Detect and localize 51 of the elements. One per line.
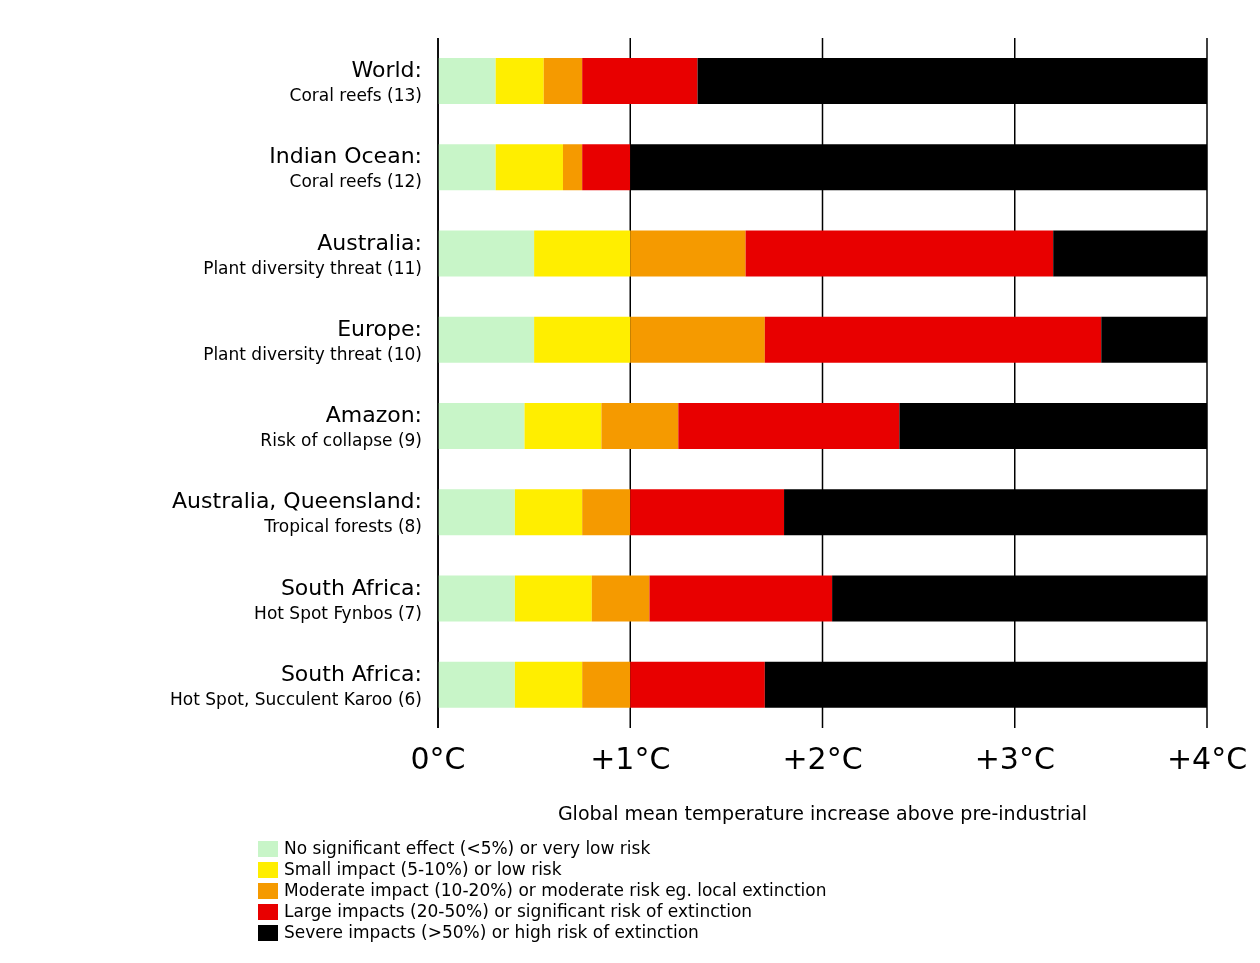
y-tick-label: Australia, Queensland: Tropical forests (8) (172, 488, 422, 537)
bar (630, 661, 765, 708)
bar (582, 144, 631, 191)
bar (438, 575, 515, 622)
bar (438, 403, 525, 449)
bar (543, 58, 583, 104)
y-tick-label: South Africa: Hot Spot, Succulent Karoo (6) (170, 660, 422, 709)
bar (495, 58, 544, 104)
legend-label: Large impacts (20-50%) or significant risk of extinction (284, 901, 753, 922)
legend-label: Moderate impact (10-20%) or moderate risk eg. local extinction (284, 880, 827, 901)
bar (438, 316, 535, 363)
y-tick-label: Amazon: Risk of collapse (9) (260, 402, 422, 451)
y-tick-label: South Africa: Hot Spot Fynbos (7) (254, 574, 422, 623)
bar (649, 575, 833, 622)
bar (514, 661, 583, 708)
legend-label: Small impact (5-10%) or low risk (284, 859, 562, 880)
y-tick-label: Indian Ocean: Coral reefs (12) (269, 143, 422, 192)
bar (630, 230, 746, 277)
bar (438, 661, 515, 708)
bar (630, 489, 785, 536)
bar (514, 575, 592, 622)
bar (438, 489, 515, 536)
bar (764, 316, 1102, 363)
x-axis-title: Global mean temperature increase above pre-industrial (557, 802, 1088, 824)
bar (495, 144, 563, 191)
bar (438, 144, 496, 191)
bar (678, 403, 900, 449)
bar (601, 403, 679, 449)
x-tick-label: +3°C (974, 741, 1055, 777)
legend-label: No significant effect (<5%) or very low risk (284, 838, 651, 859)
bar (582, 58, 698, 104)
bar (745, 230, 1054, 277)
bar (582, 489, 631, 536)
bar (630, 316, 765, 363)
bar (524, 403, 602, 449)
x-tick-label: +2°C (782, 741, 863, 777)
y-tick-label: Europe: Plant diversity threat (10) (203, 315, 422, 364)
bar (562, 144, 583, 191)
bar (438, 230, 535, 277)
x-tick-label: 0°C (410, 741, 466, 777)
legend-label: Severe impacts (>50%) or high risk of extinction (284, 922, 699, 943)
bar (591, 575, 650, 622)
bar (582, 661, 631, 708)
y-tick-label: World: Coral reefs (13) (289, 57, 422, 106)
y-tick-label: Australia: Plant diversity threat (11) (203, 229, 422, 278)
bar (514, 489, 583, 536)
bar (534, 316, 631, 363)
x-tick-label: +4°C (1166, 741, 1248, 777)
x-tick-label: +1°C (590, 741, 671, 777)
bar (438, 58, 496, 104)
bar (534, 230, 631, 277)
